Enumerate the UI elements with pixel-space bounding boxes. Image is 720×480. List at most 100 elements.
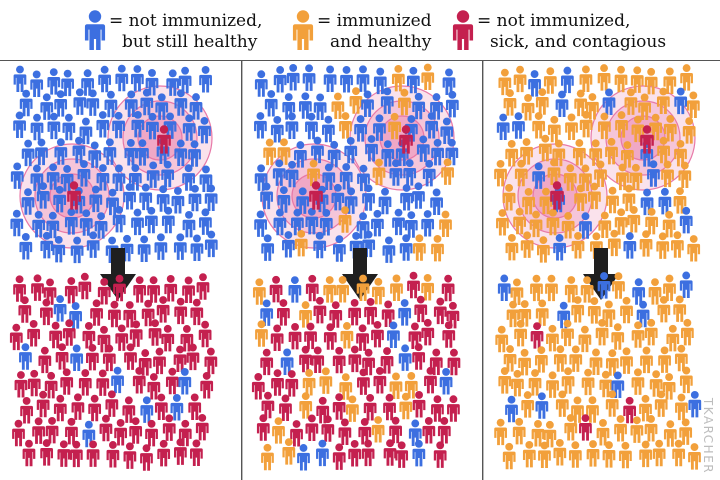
- person-icon: [433, 441, 447, 468]
- artist-credit: TKARCHER: [701, 397, 715, 475]
- person-icon: [10, 209, 24, 237]
- person-icon: [14, 371, 28, 398]
- person-icon: [198, 320, 212, 348]
- person-icon: [535, 392, 549, 419]
- person-icon: [153, 347, 166, 375]
- person-icon: [256, 414, 270, 441]
- person-icon: [299, 392, 313, 419]
- person-icon: [86, 440, 100, 467]
- person-icon: [57, 440, 71, 467]
- person-icon: [339, 163, 353, 190]
- person-icon: [371, 209, 384, 237]
- person-icon: [161, 160, 175, 188]
- person-icon: [161, 324, 175, 352]
- person-icon: [687, 235, 701, 262]
- person-icon: [178, 66, 192, 94]
- person-icon: [129, 320, 143, 347]
- person-icon: [565, 113, 578, 140]
- person-icon: [356, 324, 369, 351]
- person-icon: [674, 344, 688, 372]
- person-icon: [412, 343, 426, 370]
- person-icon: [178, 368, 192, 395]
- person-icon: [294, 229, 308, 257]
- person-icon: [447, 395, 460, 422]
- person-icon: [195, 413, 209, 441]
- person-icon: [579, 212, 592, 239]
- person-icon: [188, 140, 201, 167]
- person-icon: [19, 233, 33, 260]
- person-icon: [550, 181, 564, 210]
- person-icon: [53, 295, 67, 322]
- person-icon: [652, 439, 666, 467]
- person-icon: [431, 138, 444, 166]
- person-icon: [137, 235, 151, 262]
- person-icon: [561, 319, 574, 347]
- person-icon: [612, 272, 625, 299]
- person-icon: [597, 272, 611, 299]
- person-icon: [547, 115, 561, 143]
- person-icon: [269, 275, 283, 303]
- person-icon: [431, 234, 444, 262]
- person-icon: [90, 299, 103, 326]
- person-icon: [529, 210, 543, 238]
- person-icon: [124, 90, 138, 117]
- person-icon: [96, 369, 110, 396]
- person-icon: [27, 319, 41, 347]
- person-icon: [412, 439, 426, 467]
- person-icon: [86, 343, 99, 371]
- person-icon: [607, 229, 621, 257]
- person-icon: [430, 188, 443, 215]
- person-icon: [108, 300, 121, 328]
- person-icon: [264, 90, 278, 117]
- legend-line: = not immunized,: [109, 11, 263, 31]
- person-icon: [647, 160, 660, 187]
- person-icon: [586, 440, 600, 467]
- person-icon: [254, 210, 267, 237]
- person-icon: [520, 231, 534, 258]
- person-icon: [105, 390, 119, 417]
- person-icon: [398, 299, 412, 326]
- person-icon: [378, 187, 392, 215]
- person-icon: [658, 187, 672, 215]
- person-icon: [521, 391, 535, 418]
- person-icon: [162, 414, 176, 441]
- person-icon: [679, 418, 693, 445]
- person-icon: [518, 348, 531, 376]
- person-icon: [161, 206, 175, 234]
- person-icon: [55, 343, 69, 370]
- legend-item-sick: = not immunized, sick, and contagious: [452, 6, 666, 53]
- panel-most-immunization: [494, 64, 702, 470]
- person-icon: [338, 418, 352, 445]
- person-icon: [616, 163, 629, 191]
- legend-line: sick, and contagious: [490, 32, 667, 52]
- person-icon: [605, 390, 619, 417]
- person-icon: [10, 162, 24, 189]
- person-icon: [614, 65, 628, 93]
- person-icon: [190, 234, 204, 261]
- person-icon: [644, 318, 658, 346]
- person-icon: [272, 417, 285, 444]
- person-icon: [579, 65, 593, 92]
- person-icon: [200, 371, 214, 399]
- person-icon: [431, 395, 444, 422]
- person-icon: [611, 323, 625, 350]
- person-icon: [514, 159, 528, 187]
- person-icon: [363, 393, 377, 421]
- person-icon: [348, 345, 362, 373]
- person-icon: [166, 69, 180, 96]
- person-icon: [416, 135, 430, 162]
- person-icon: [273, 66, 287, 93]
- person-icon: [406, 66, 420, 94]
- person-icon: [623, 232, 637, 259]
- person-icon: [323, 276, 337, 303]
- person-icon: [412, 391, 426, 418]
- person-icon: [111, 366, 124, 394]
- person-icon: [99, 414, 113, 442]
- person-icon: [62, 319, 76, 346]
- person-icon: [497, 274, 511, 302]
- person-icon: [140, 88, 154, 116]
- person-icon: [21, 139, 35, 167]
- person-icon: [340, 322, 354, 349]
- person-icon: [512, 112, 525, 139]
